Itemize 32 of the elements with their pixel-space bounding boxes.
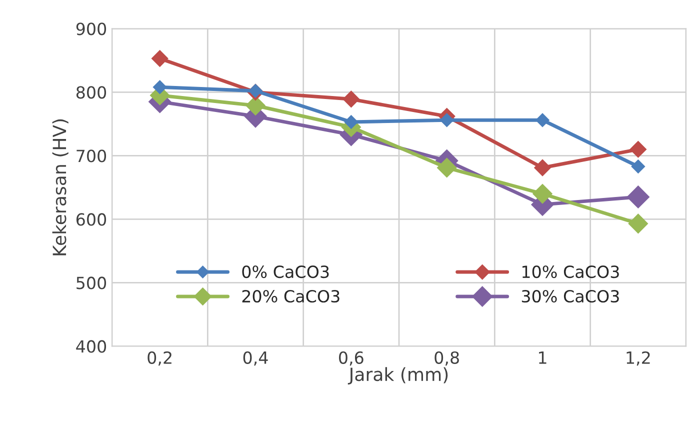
point (626, 186, 650, 208)
point (152, 80, 167, 94)
y-tick-label: 900 (76, 22, 106, 36)
point (534, 159, 551, 176)
point (436, 158, 457, 178)
x-tick-label: 0,6 (339, 351, 364, 366)
y-axis-title: Kekerasan (HV) (52, 119, 68, 256)
point (440, 113, 454, 128)
point (532, 184, 552, 204)
x-axis-title: Jarak (mm) (348, 367, 448, 385)
point (536, 113, 550, 128)
y-tick-label: 600 (76, 213, 106, 226)
point (631, 160, 646, 174)
point (248, 84, 262, 98)
y-tick-label: 500 (76, 276, 106, 290)
x-tick-label: 0,8 (434, 351, 459, 366)
point (344, 115, 358, 129)
point (628, 214, 648, 234)
legend-label: 0% CaCO3 (242, 265, 329, 278)
x-tick-label: 0,4 (243, 351, 268, 366)
legend-label: 20% CaCO3 (242, 290, 340, 303)
point (151, 50, 168, 67)
point (630, 140, 647, 158)
x-tick-label: 1,2 (626, 351, 650, 366)
y-tick-label: 800 (76, 86, 106, 99)
x-tick-label: 1 (539, 352, 546, 364)
y-tick-label: 700 (76, 150, 106, 162)
point (342, 90, 360, 108)
y-tick-label: 400 (76, 340, 106, 353)
legend-label: 30% CaCO3 (522, 290, 619, 303)
x-tick-label: 0,2 (148, 351, 172, 366)
legend-label: 10% CaCO3 (522, 265, 619, 278)
